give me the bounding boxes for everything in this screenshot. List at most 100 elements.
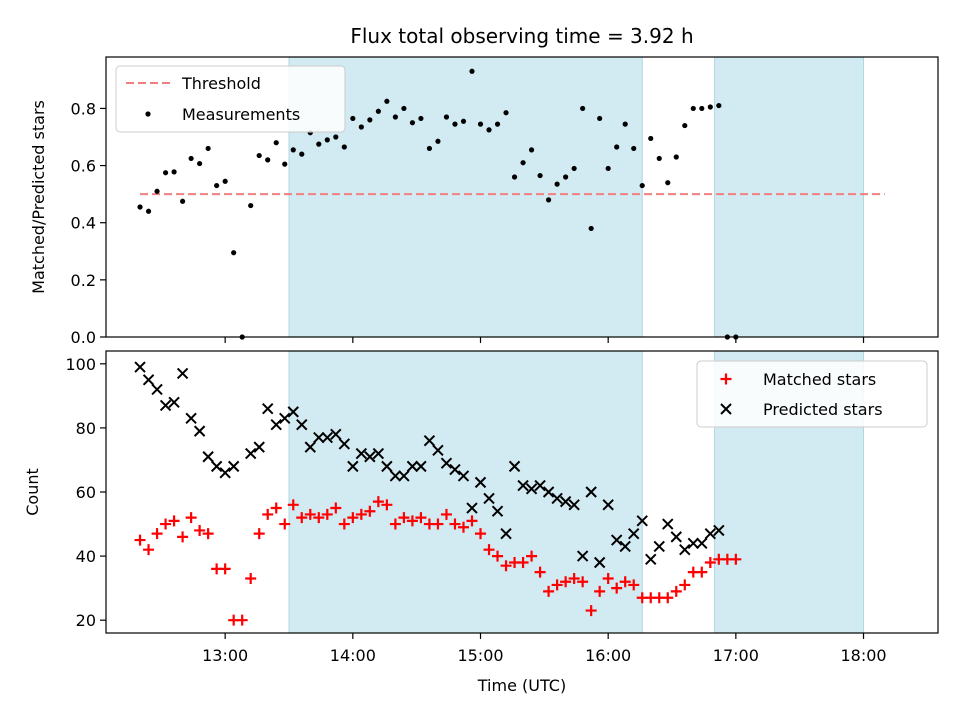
measurement-point bbox=[469, 68, 475, 74]
predicted-star-marker bbox=[679, 543, 691, 556]
x-tick-label: 14:00 bbox=[330, 646, 376, 665]
measurement-point bbox=[367, 117, 373, 123]
predicted-star-marker bbox=[636, 515, 648, 527]
matched-star-marker bbox=[381, 499, 393, 511]
measurement-point bbox=[511, 174, 518, 180]
top-y-tick-label: 0.6 bbox=[71, 157, 96, 176]
predicted-star-marker bbox=[525, 483, 538, 495]
shaded-interval-1 bbox=[288, 350, 643, 634]
measurement-point bbox=[265, 157, 271, 163]
measurement-point bbox=[137, 204, 143, 210]
predicted-star-marker bbox=[457, 470, 470, 482]
measurement-point bbox=[409, 120, 416, 126]
matched-star-marker bbox=[543, 585, 555, 597]
predicted-star-marker bbox=[279, 412, 291, 425]
legend-predicted-label: Predicted stars bbox=[763, 400, 883, 419]
bottom-legend: Matched stars Predicted stars bbox=[696, 360, 928, 428]
top-panel: 0.00.20.40.60.8 Matched/Predicted stars … bbox=[29, 56, 939, 347]
measurement-point bbox=[605, 165, 611, 172]
bottom-y-tick-label: 100 bbox=[65, 355, 96, 374]
predicted-star-marker bbox=[296, 418, 308, 431]
matched-star-marker bbox=[338, 518, 350, 530]
measurement-point bbox=[341, 144, 347, 150]
predicted-star-marker bbox=[585, 486, 597, 498]
measurement-point bbox=[631, 145, 637, 152]
matched-star-marker bbox=[457, 521, 469, 533]
measurement-point bbox=[443, 114, 450, 120]
bottom-y-tick-label: 60 bbox=[76, 483, 96, 502]
predicted-star-marker bbox=[355, 447, 368, 460]
bottom-legend-box bbox=[696, 360, 928, 428]
predicted-star-marker bbox=[321, 431, 334, 444]
matched-star-marker bbox=[151, 528, 163, 540]
matched-star-marker bbox=[304, 508, 316, 520]
measurement-point bbox=[639, 182, 645, 189]
matched-star-marker bbox=[611, 582, 623, 594]
measurement-point bbox=[145, 208, 152, 214]
measurement-point bbox=[614, 144, 620, 150]
x-tick-label: 18:00 bbox=[840, 646, 886, 665]
measurement-point bbox=[452, 121, 458, 127]
predicted-star-marker bbox=[645, 553, 657, 566]
predicted-star-marker bbox=[602, 499, 614, 511]
top-legend-box bbox=[115, 65, 346, 133]
matched-star-marker bbox=[704, 557, 716, 568]
matched-star-marker bbox=[500, 560, 512, 572]
measurement-point bbox=[171, 169, 177, 175]
measurement-point bbox=[563, 174, 569, 180]
measurement-point bbox=[699, 105, 705, 112]
predicted-star-marker bbox=[440, 457, 453, 469]
predicted-star-marker bbox=[508, 460, 521, 473]
predicted-star-marker bbox=[568, 499, 580, 511]
predicted-star-marker bbox=[653, 540, 665, 553]
matched-star-marker bbox=[577, 576, 589, 588]
matched-star-marker bbox=[440, 508, 452, 520]
matched-star-marker bbox=[466, 515, 478, 527]
measurement-point bbox=[494, 121, 501, 127]
predicted-star-marker bbox=[185, 412, 197, 425]
legend-predicted-swatch bbox=[720, 403, 732, 415]
matched-star-marker bbox=[185, 512, 197, 524]
matched-star-marker bbox=[364, 505, 376, 517]
matched-star-marker bbox=[270, 502, 282, 514]
measurement-point bbox=[477, 121, 484, 127]
measurement-point bbox=[162, 170, 169, 176]
predicted-star-marker bbox=[338, 438, 351, 450]
matched-star-marker bbox=[670, 585, 682, 597]
measurement-point bbox=[299, 151, 305, 157]
top-legend: Threshold Measurements bbox=[115, 65, 346, 133]
x-tick-label: 17:00 bbox=[713, 646, 759, 665]
matched-star-marker bbox=[679, 579, 691, 591]
predicted-star-marker bbox=[313, 431, 325, 444]
predicted-star-marker bbox=[432, 444, 444, 457]
measurement-point bbox=[316, 141, 322, 147]
predicted-star-marker bbox=[593, 556, 606, 569]
measurement-point bbox=[256, 152, 262, 159]
predicted-star-marker bbox=[500, 527, 512, 540]
predicted-star-marker bbox=[628, 527, 640, 540]
matched-star-marker bbox=[602, 573, 614, 585]
predicted-star-marker bbox=[330, 428, 342, 441]
top-y-axis-label: Matched/Predicted stars bbox=[29, 100, 48, 294]
shaded-interval-1 bbox=[288, 56, 643, 338]
predicted-star-marker bbox=[474, 476, 487, 489]
matched-star-marker bbox=[628, 579, 640, 591]
matched-star-marker bbox=[594, 585, 606, 597]
matched-star-marker bbox=[372, 496, 384, 508]
legend-matched-swatch bbox=[720, 373, 732, 385]
predicted-star-marker bbox=[704, 527, 717, 540]
measurement-point bbox=[665, 180, 671, 186]
measurement-point bbox=[537, 172, 543, 179]
measurement-point bbox=[648, 135, 654, 142]
measurement-point bbox=[597, 115, 603, 122]
predicted-star-marker bbox=[270, 418, 282, 431]
matched-star-marker bbox=[619, 576, 631, 588]
predicted-star-marker bbox=[142, 374, 155, 386]
bottom-panel: 20 40 60 80 100 13:00 14:00 15:00 16:00 17:00 18:… bbox=[23, 350, 939, 695]
predicted-star-marker bbox=[193, 425, 206, 437]
matched-star-marker bbox=[492, 550, 504, 562]
predicted-star-marker bbox=[227, 460, 240, 473]
predicted-star-marker bbox=[687, 537, 700, 549]
matched-star-marker bbox=[449, 518, 461, 530]
predicted-star-marker bbox=[542, 486, 555, 498]
